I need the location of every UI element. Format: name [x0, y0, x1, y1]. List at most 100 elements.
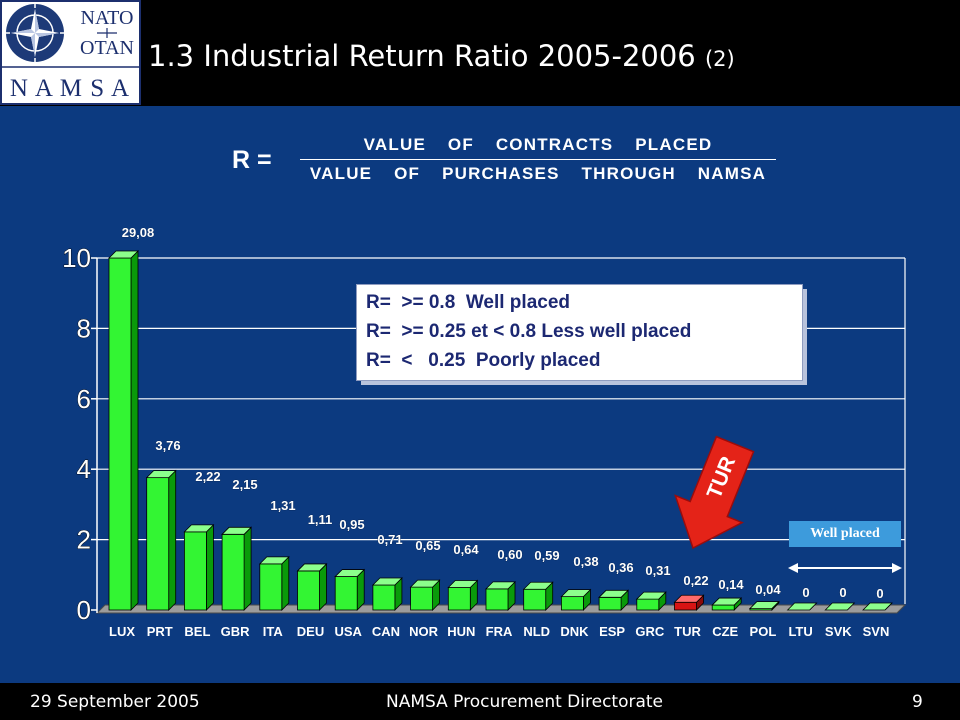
bar-top: [635, 591, 667, 600]
bar-grc: [635, 591, 667, 611]
bar-nld: [522, 581, 554, 611]
x-tick-label: SVN: [863, 624, 890, 639]
logo-otan-text: OTAN: [80, 37, 134, 59]
bar-top: [334, 569, 366, 577]
y-tick-label: 10: [62, 243, 91, 273]
data-label: 0,71: [377, 532, 402, 547]
bar-side: [319, 562, 327, 611]
bar-front: [711, 604, 735, 611]
footer-date: 29 September 2005: [30, 692, 200, 712]
x-tick-label: POL: [750, 624, 777, 639]
bar-top: [522, 581, 554, 590]
data-label: 0,38: [573, 554, 598, 569]
footer-directorate: NAMSA Procurement Directorate: [386, 692, 664, 712]
data-label: 0,36: [608, 560, 633, 575]
well-placed-badge: Well placed: [789, 521, 901, 547]
well-placed-range-arrow: [788, 563, 902, 573]
logo-nato-text: NATO: [81, 7, 134, 29]
bar-top: [409, 579, 441, 588]
bar-bel: [183, 523, 215, 611]
data-label: 0,64: [453, 542, 479, 557]
y-tick-label: 8: [77, 313, 91, 343]
bar-side: [130, 250, 139, 611]
bar-front: [183, 531, 207, 611]
legend-line-less-well-placed: R= >= 0.25 et < 0.8 Less well placed: [366, 321, 692, 342]
bar-top: [183, 524, 215, 533]
bar-front: [447, 587, 471, 611]
page-title: 1.3 Industrial Return Ratio 2005-2006 (2…: [148, 38, 735, 77]
fraction-bar: [300, 159, 776, 160]
data-label: 0,14: [718, 577, 744, 592]
nato-star-icon: [4, 2, 66, 64]
data-label: 3,76: [155, 438, 180, 453]
data-label: 0,60: [497, 547, 522, 562]
x-tick-label: DEU: [297, 624, 324, 639]
data-label: 0: [802, 585, 809, 600]
arrow-left-icon: [788, 563, 798, 573]
bar-ita: [258, 555, 290, 611]
data-label: 0,31: [645, 563, 670, 578]
bar-svn: [862, 602, 893, 611]
bar-can: [371, 577, 403, 611]
page-title-suffix: (2): [704, 47, 735, 71]
legend-line-poorly-placed: R= < 0.25 Poorly placed: [366, 350, 601, 371]
data-label: 29,08: [122, 225, 155, 240]
bar-top: [824, 602, 856, 611]
bar-svk: [824, 602, 856, 611]
logo-namsa-text: N A M S A: [10, 75, 130, 102]
nato-namsa-logo: NATO OTAN N A M S A: [0, 0, 141, 105]
data-label: 0,22: [683, 573, 708, 588]
x-tick-label: ITA: [263, 624, 284, 639]
x-tick-label: LTU: [788, 624, 812, 639]
data-label: 0: [839, 585, 846, 600]
bar-top: [296, 563, 328, 572]
data-label: 0,59: [534, 548, 559, 563]
bar-front: [598, 596, 622, 611]
x-tick-label: LUX: [109, 624, 135, 639]
bar-front: [259, 563, 283, 611]
data-label: 1,31: [270, 498, 295, 513]
formula-numerator: VALUE OF CONTRACTS PLACED: [363, 135, 713, 154]
bar-front: [297, 570, 320, 611]
bar-gbr: [221, 526, 253, 611]
x-tick-label: DNK: [560, 624, 589, 639]
y-tick-label: 4: [77, 454, 91, 484]
bar-esp: [598, 589, 630, 611]
bar-top: [560, 589, 592, 598]
x-tick-label: USA: [334, 624, 362, 639]
legend-line-well-placed: R= >= 0.8 Well placed: [366, 292, 570, 313]
bar-side: [243, 526, 252, 611]
bar-top: [145, 470, 177, 479]
arrow-right-icon: [892, 563, 902, 573]
bar-prt: [145, 469, 177, 611]
bar-front: [372, 584, 396, 611]
bar-ltu: [786, 602, 818, 611]
x-tick-label: SVK: [825, 624, 852, 639]
bar-top: [258, 556, 290, 565]
bar-front: [334, 576, 358, 611]
bar-side: [205, 523, 214, 611]
bar-side: [168, 469, 177, 611]
bar-side: [281, 555, 290, 611]
x-tick-label: GBR: [221, 624, 251, 639]
page-number: 9: [912, 692, 923, 712]
bar-front: [221, 533, 245, 611]
bar-top: [108, 250, 139, 259]
data-label: 1,11: [308, 512, 333, 527]
bar-tur: [673, 594, 705, 611]
x-tick-label: ESP: [599, 624, 625, 639]
bar-front: [146, 477, 170, 611]
bar-front: [523, 588, 547, 611]
x-tick-label: TUR: [674, 624, 701, 639]
bar-top: [748, 601, 780, 609]
bar-top: [862, 602, 893, 611]
bar-cze: [711, 597, 743, 611]
data-label: 0,95: [339, 517, 364, 532]
bar-top: [447, 580, 479, 588]
x-tick-label: BEL: [184, 624, 210, 639]
bar-front: [561, 596, 584, 611]
x-tick-label: CZE: [712, 624, 738, 639]
formula-fraction: VALUE OF CONTRACTS PLACED VALUE OF PURCH…: [300, 134, 776, 185]
